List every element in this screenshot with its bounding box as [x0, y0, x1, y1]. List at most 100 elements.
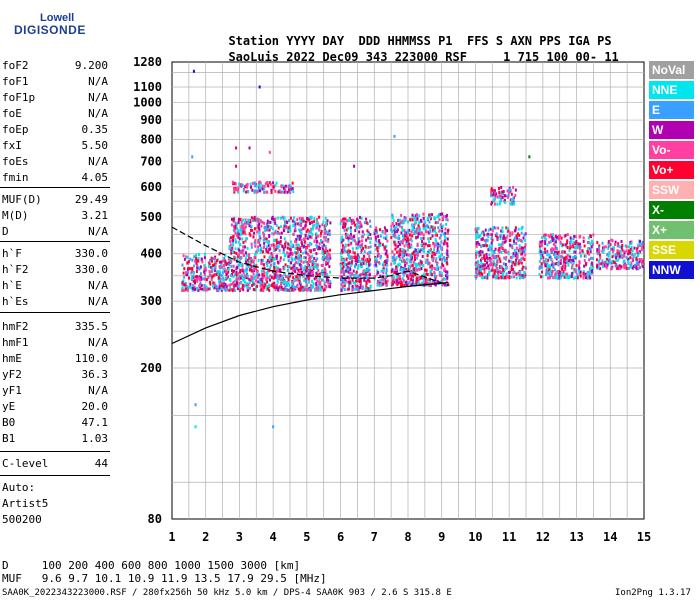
- echo-point: [273, 267, 276, 271]
- echo-point: [424, 221, 427, 225]
- echo-point: [523, 258, 526, 262]
- legend-item-sse: SSE: [649, 241, 694, 259]
- echo-point: [249, 233, 252, 237]
- echo-point: [558, 274, 561, 278]
- echo-point: [571, 265, 574, 269]
- echo-point: [407, 231, 410, 235]
- echo-point: [243, 280, 246, 284]
- echo-point: [186, 270, 189, 274]
- echo-point: [570, 260, 573, 264]
- echo-point: [234, 224, 237, 228]
- x-tick-label: 5: [303, 530, 310, 544]
- echo-point: [394, 270, 397, 274]
- echo-point: [493, 250, 496, 254]
- echo-point: [446, 229, 449, 233]
- echo-point: [518, 233, 521, 237]
- echo-point: [407, 276, 410, 280]
- echo-point: [267, 276, 270, 280]
- echo-point: [623, 251, 626, 255]
- echo-point: [224, 282, 227, 286]
- header-label: Station: [228, 34, 280, 48]
- echo-point: [405, 261, 408, 265]
- echo-point: [584, 272, 587, 276]
- echo-point: [357, 220, 360, 224]
- echo-point: [544, 257, 547, 261]
- echo-point: [289, 185, 292, 189]
- echo-point: [419, 227, 422, 231]
- echo-point: [438, 213, 441, 217]
- echo-point: [295, 251, 298, 255]
- echo-point: [622, 263, 625, 267]
- echo-point: [482, 276, 485, 280]
- echo-point: [242, 240, 245, 244]
- echo-point: [476, 263, 479, 267]
- echo-point: [234, 240, 237, 244]
- echo-point: [510, 260, 513, 264]
- echo-point: [566, 240, 569, 244]
- echo-point: [326, 262, 329, 266]
- echo-point: [287, 282, 290, 286]
- echo-point: [376, 249, 379, 253]
- echo-point: [505, 275, 508, 279]
- echo-point: [521, 273, 524, 277]
- echo-point: [311, 220, 314, 224]
- echo-point: [269, 182, 272, 186]
- echo-point: [547, 271, 550, 275]
- echo-point: [604, 245, 607, 249]
- echo-point: [391, 282, 394, 286]
- echo-point: [288, 219, 291, 223]
- echo-point: [588, 274, 591, 278]
- echo-point: [286, 274, 289, 278]
- echo-point: [242, 189, 245, 193]
- echo-point: [641, 264, 644, 268]
- echo-point: [441, 260, 444, 264]
- echo-point: [491, 254, 494, 258]
- echo-point: [231, 241, 234, 245]
- echo-point: [512, 267, 515, 271]
- echo-point: [573, 269, 576, 273]
- echo-point: [560, 266, 563, 270]
- echo-point: [235, 270, 238, 274]
- echo-point: [348, 276, 351, 280]
- x-tick-label: 6: [337, 530, 344, 544]
- echo-point: [612, 260, 615, 264]
- echo-point: [416, 278, 419, 282]
- echo-point: [515, 258, 518, 262]
- echo-point: [390, 262, 393, 266]
- echo-point: [284, 263, 287, 267]
- echo-point: [515, 241, 518, 245]
- echo-point: [425, 258, 428, 262]
- echo-point: [505, 236, 508, 240]
- echo-point: [340, 248, 343, 252]
- echo-point: [300, 238, 303, 242]
- echo-point: [240, 228, 243, 232]
- echo-point: [424, 276, 427, 280]
- echo-point: [567, 258, 570, 262]
- echo-point: [342, 265, 345, 269]
- echo-point: [197, 253, 200, 257]
- echo-point: [277, 266, 280, 270]
- echo-point: [269, 278, 272, 282]
- echo-point: [421, 254, 424, 258]
- echo-point: [377, 253, 380, 257]
- echo-point: [384, 252, 387, 256]
- echo-point: [265, 239, 268, 243]
- echo-point: [231, 288, 234, 292]
- echo-point: [523, 275, 526, 279]
- echo-point: [504, 257, 507, 261]
- echo-point: [405, 242, 408, 246]
- echo-point: [538, 250, 541, 254]
- echo-point: [237, 220, 240, 224]
- echo-point: [416, 276, 419, 280]
- echo-point: [609, 261, 612, 265]
- echo-point: [232, 264, 235, 268]
- echo-point: [625, 245, 628, 249]
- echo-point: [403, 229, 406, 233]
- echo-point: [618, 244, 621, 248]
- echo-point: [483, 244, 486, 248]
- echo-point: [477, 266, 480, 270]
- echo-point: [482, 230, 485, 234]
- echo-point: [600, 262, 603, 266]
- echo-point: [358, 215, 361, 219]
- echo-point: [608, 243, 611, 247]
